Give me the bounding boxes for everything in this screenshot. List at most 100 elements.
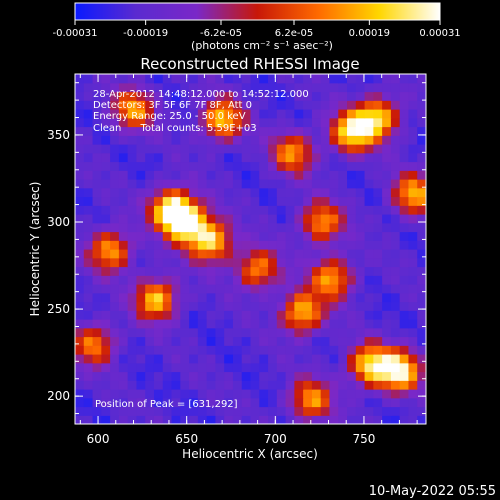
heatmap-cell xyxy=(276,144,287,154)
heatmap-cell xyxy=(110,144,120,154)
heatmap-cell xyxy=(399,249,410,259)
heatmap-cell xyxy=(355,257,366,268)
heatmap-cell xyxy=(329,249,339,259)
heatmap-cell xyxy=(83,205,94,215)
heatmap-cell xyxy=(347,231,357,241)
heatmap-cell xyxy=(83,415,94,424)
heatmap-cell xyxy=(180,170,190,180)
heatmap-cell xyxy=(417,187,426,198)
heatmap-cell xyxy=(136,205,146,215)
heatmap-cell xyxy=(232,336,243,346)
heatmap-cell xyxy=(118,362,129,373)
heatmap-cell xyxy=(153,397,164,408)
heatmap-cell xyxy=(118,100,129,110)
heatmap-cell xyxy=(382,240,392,250)
heatmap-cell xyxy=(347,345,357,355)
heatmap-cell xyxy=(92,397,102,408)
heatmap-cell xyxy=(75,371,85,381)
heatmap-cell xyxy=(303,319,313,329)
heatmap-cell xyxy=(373,74,383,84)
heatmap-cell xyxy=(399,345,410,355)
heatmap-cell xyxy=(355,205,366,215)
colorbar-tick-label: 6.2e-05 xyxy=(275,28,313,39)
heatmap-cell xyxy=(268,222,278,233)
heatmap-cell xyxy=(276,222,287,233)
heatmap-cell xyxy=(250,327,260,338)
heatmap-cell xyxy=(408,135,418,145)
heatmap-cell xyxy=(232,249,243,259)
heatmap-cell xyxy=(180,249,190,259)
heatmap-cell xyxy=(241,406,252,416)
heatmap-cell xyxy=(232,380,243,390)
heatmap-cell xyxy=(364,135,374,145)
heatmap-cell xyxy=(276,310,287,320)
heatmap-cell xyxy=(276,135,287,145)
heatmap-cell xyxy=(171,354,181,364)
heatmap-cell xyxy=(241,327,252,338)
heatmap-cell xyxy=(399,214,410,224)
heatmap-cell xyxy=(382,214,392,224)
heatmap-cell xyxy=(303,266,313,276)
heatmap-cell xyxy=(311,179,322,189)
heatmap-cell xyxy=(180,319,190,329)
heatmap-cell xyxy=(171,240,181,250)
annotation-detectors: Detectors: 3F 5F 6F 7F 8F, Att 0 xyxy=(93,100,252,111)
heatmap-cell xyxy=(215,275,225,285)
heatmap-cell xyxy=(373,345,383,355)
heatmap-cell xyxy=(382,161,392,171)
heatmap-cell xyxy=(417,310,426,320)
heatmap-cell xyxy=(268,231,278,241)
heatmap-cell xyxy=(180,240,190,250)
heatmap-cell xyxy=(145,371,155,381)
heatmap-cell xyxy=(382,257,392,268)
heatmap-cell xyxy=(355,74,366,84)
heatmap-cell xyxy=(83,292,94,303)
heatmap-cell xyxy=(285,82,295,93)
heatmap-cell xyxy=(118,240,129,250)
heatmap-cell xyxy=(390,327,401,338)
heatmap-cell xyxy=(215,362,225,373)
heatmap-cell xyxy=(285,406,295,416)
heatmap-cell xyxy=(364,214,374,224)
heatmap-cell xyxy=(329,91,339,101)
heatmap-cell xyxy=(250,205,260,215)
heatmap-cell xyxy=(311,327,322,338)
heatmap-cell xyxy=(390,266,401,276)
heatmap-cell xyxy=(136,231,146,241)
heatmap-cell xyxy=(110,91,120,101)
heatmap-cell xyxy=(364,336,374,346)
heatmap-cell xyxy=(171,161,181,171)
heatmap-cell xyxy=(399,371,410,381)
heatmap-cell xyxy=(145,327,155,338)
heatmap-cell xyxy=(329,231,339,241)
heatmap-cell xyxy=(390,196,401,206)
heatmap-cell xyxy=(215,345,225,355)
heatmap-cell xyxy=(215,397,225,408)
heatmap-cell xyxy=(303,362,313,373)
heatmap-cell xyxy=(276,91,287,101)
heatmap-cell xyxy=(136,371,146,381)
heatmap-cell xyxy=(285,109,295,119)
heatmap-cell xyxy=(338,292,348,303)
heatmap-cell xyxy=(145,74,155,84)
heatmap-cell xyxy=(408,117,418,128)
heatmap-cell xyxy=(268,389,278,399)
heatmap-cell xyxy=(294,345,304,355)
heatmap-cell xyxy=(75,117,85,128)
heatmap-cell xyxy=(268,345,278,355)
heatmap-cell xyxy=(180,397,190,408)
heatmap-cell xyxy=(197,135,208,145)
heatmap-cell xyxy=(206,205,216,215)
heatmap-cell xyxy=(399,362,410,373)
heatmap-cell xyxy=(241,144,252,154)
heatmap-cell xyxy=(373,117,383,128)
heatmap-cell xyxy=(127,187,138,198)
heatmap-cell xyxy=(241,126,252,136)
heatmap-cell xyxy=(364,362,374,373)
heatmap-cell xyxy=(417,284,426,294)
heatmap-cell xyxy=(285,214,295,224)
heatmap-cell xyxy=(145,257,155,268)
heatmap-cell xyxy=(118,371,129,381)
heatmap-cell xyxy=(206,170,216,180)
heatmap-cell xyxy=(145,82,155,93)
